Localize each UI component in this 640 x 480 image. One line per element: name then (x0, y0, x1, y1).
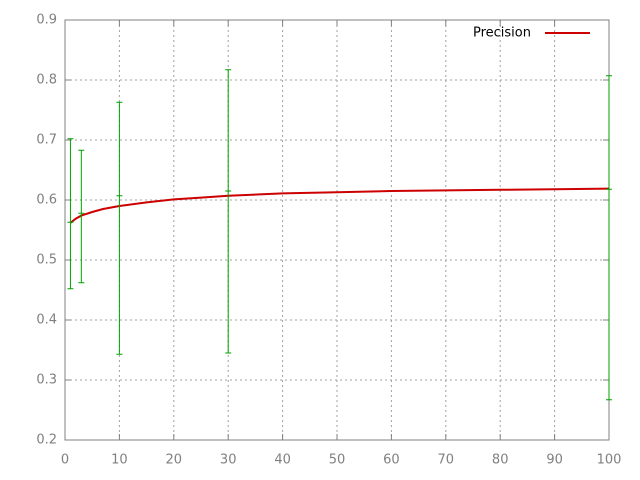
x-tick-label: 40 (274, 453, 291, 468)
x-tick-label: 90 (546, 453, 563, 468)
y-tick-label: 0.8 (36, 73, 57, 88)
y-tick-label: 0.9 (36, 13, 57, 28)
y-tick-label: 0.5 (36, 253, 57, 268)
error-bar (606, 75, 612, 401)
y-tick-label: 0.2 (36, 433, 57, 448)
error-bar (116, 101, 123, 355)
x-tick-label: 0 (61, 453, 69, 468)
error-bar (78, 149, 85, 284)
x-tick-label: 10 (111, 453, 128, 468)
y-tick-label: 0.6 (36, 193, 57, 208)
x-tick-label: 20 (166, 453, 183, 468)
x-tick-label: 30 (220, 453, 237, 468)
y-tick-label: 0.7 (36, 133, 57, 148)
x-tick-label: 100 (597, 453, 622, 468)
error-bar (67, 138, 74, 290)
y-tick-label: 0.4 (36, 313, 57, 328)
legend-text: Precision (473, 26, 531, 41)
y-tick-label: 0.3 (36, 373, 57, 388)
x-tick-label: 70 (438, 453, 455, 468)
x-tick-label: 80 (492, 453, 509, 468)
x-tick-label: 50 (329, 453, 346, 468)
x-tick-label: 60 (383, 453, 400, 468)
error-bar (225, 69, 232, 354)
data-line (69, 187, 610, 224)
